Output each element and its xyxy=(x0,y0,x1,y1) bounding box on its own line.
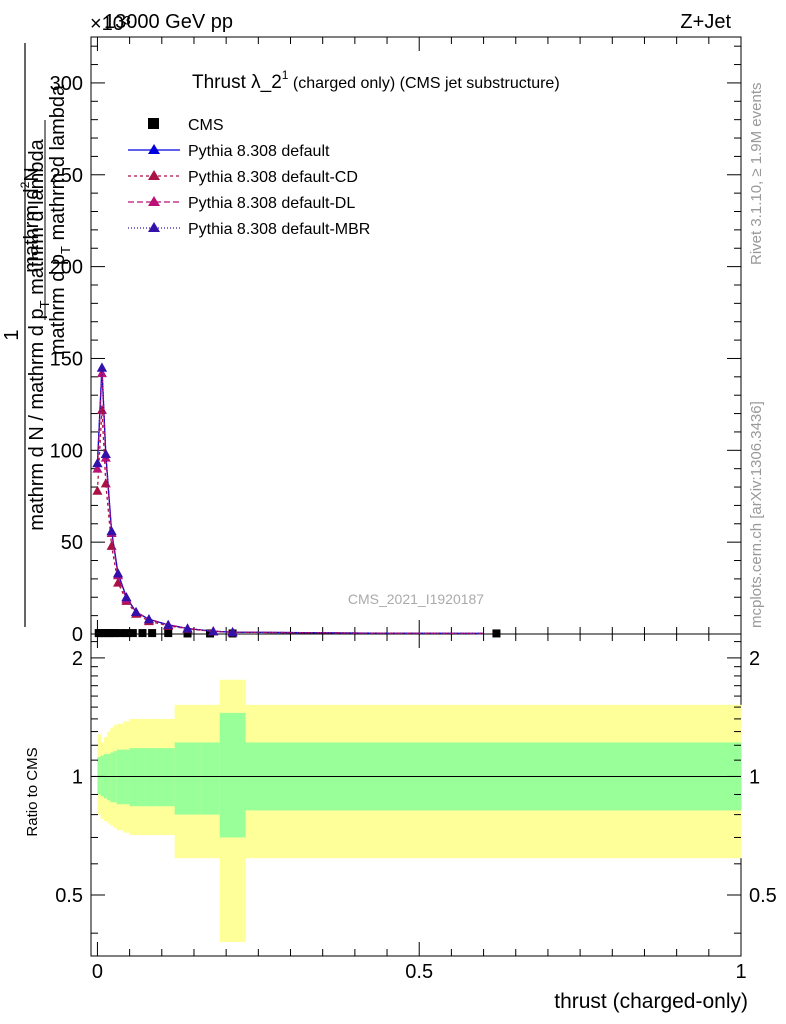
rivet-label: Rivet 3.1.10, ≥ 1.9M events xyxy=(748,83,765,266)
y-tick-label: 0 xyxy=(72,624,83,646)
x-axis: 0 0.5 1 xyxy=(92,37,747,983)
ratio-band-inner xyxy=(97,757,102,795)
ratio-tick-label-left: 1 xyxy=(72,766,83,788)
ratio-bands xyxy=(97,679,742,942)
cms-data-point xyxy=(183,629,192,638)
energy-label: 13000 GeV pp xyxy=(104,11,233,33)
ratio-band-inner xyxy=(155,748,176,807)
series-marker-4 xyxy=(208,626,219,636)
series-marker-4 xyxy=(143,614,154,624)
legend-marker xyxy=(148,196,160,206)
legend: CMS Pythia 8.308 default Pythia 8.308 defa… xyxy=(128,117,370,238)
ratio-band-inner xyxy=(129,748,137,807)
y-tick-label: 50 xyxy=(61,532,83,554)
ratio-band-inner xyxy=(145,748,156,807)
process-label: Z+Jet xyxy=(680,11,731,33)
ylabel-numerator-one: 1 xyxy=(1,329,23,340)
ylabel-denominator: mathrm d N / mathrm d pT mathrm d lambda xyxy=(26,138,52,530)
cms-data-point xyxy=(122,629,131,638)
x-axis-label: thrust (charged-only) xyxy=(554,990,748,1013)
main-y-axis-label-inner: mathrm d2N mathrm d pT mathrm d lambda xyxy=(18,84,73,355)
series-marker-2 xyxy=(92,485,103,495)
series-marker-4 xyxy=(182,623,193,633)
ratio-tick-label-right: 0.5 xyxy=(749,885,777,907)
series-marker-4 xyxy=(163,619,174,629)
ratio-tick-label-left: 0.5 xyxy=(55,885,83,907)
legend-label: Pythia 8.308 default-CD xyxy=(188,169,358,186)
series-marker-4 xyxy=(100,448,111,458)
ylabel-inner-denominator: mathrm d pT mathrm d lambda xyxy=(47,84,73,355)
x-tick-label: 0 xyxy=(92,961,103,983)
main-y-axis: 0 50 100 150 200 250 300 xyxy=(50,45,741,646)
legend-label: CMS xyxy=(188,117,224,134)
cms-data-point xyxy=(115,629,124,638)
series-line-4 xyxy=(96,367,484,635)
ratio-y-axis: 0.5 0.5 1 1 2 2 xyxy=(55,641,777,934)
legend-marker xyxy=(148,144,160,154)
y-tick-label: 100 xyxy=(50,440,83,462)
series-marker-4 xyxy=(131,606,142,616)
series-marker-2 xyxy=(106,540,117,550)
ratio-tick-label-right: 2 xyxy=(749,648,760,670)
legend-label: Pythia 8.308 default-DL xyxy=(188,195,355,212)
legend-marker xyxy=(148,170,160,180)
series-marker-3 xyxy=(92,463,103,473)
y-tick-label: 300 xyxy=(50,73,83,95)
mcplots-label: mcplots.cern.ch [arXiv:1306.3436] xyxy=(748,401,765,628)
legend-label: Pythia 8.308 default-MBR xyxy=(188,221,370,238)
legend-marker-cms xyxy=(148,118,159,129)
ratio-band-inner xyxy=(110,752,115,803)
ratio-band-inner xyxy=(174,742,201,815)
y-tick-label: 200 xyxy=(50,257,83,279)
legend-marker xyxy=(148,222,160,232)
ratio-band-inner xyxy=(200,742,221,815)
y-tick-label: 150 xyxy=(50,348,83,370)
series-marker-2 xyxy=(100,478,111,488)
ratio-band-inner xyxy=(107,754,111,801)
cms-data-point xyxy=(492,629,501,638)
series-marker-4 xyxy=(227,627,238,637)
analysis-watermark: CMS_2021_I1920187 xyxy=(348,591,484,607)
series-line-2 xyxy=(96,409,484,635)
exponent-label: ×10³ xyxy=(90,13,131,35)
ratio-tick-label-right: 1 xyxy=(749,766,760,788)
series-layer xyxy=(92,362,501,638)
ratio-y-axis-label: Ratio to CMS xyxy=(24,747,41,836)
ylabel-inner-numerator: mathrm d2N xyxy=(18,167,43,273)
chart-title: Thrust λ_21 (charged only) (CMS jet subs… xyxy=(192,68,560,93)
cms-data-point xyxy=(148,629,157,638)
series-marker-4 xyxy=(92,458,103,468)
cms-data-point xyxy=(138,629,147,638)
series-marker-2 xyxy=(96,404,107,414)
cms-data-point xyxy=(164,629,173,638)
main-y-axis-label: 1 mathrm d N / mathrm d pT mathrm d lamb… xyxy=(1,43,52,627)
x-tick-label: 1 xyxy=(735,961,746,983)
cms-data-point xyxy=(110,629,119,638)
ratio-tick-label-left: 2 xyxy=(72,648,83,670)
ratio-band-inner xyxy=(219,712,246,838)
series-marker-4 xyxy=(96,362,107,372)
x-tick-label: 0.5 xyxy=(405,961,433,983)
series-marker-4 xyxy=(106,526,117,536)
series-marker-4 xyxy=(121,592,132,602)
cms-data-point xyxy=(128,629,137,638)
ratio-band-inner xyxy=(136,748,147,807)
series-marker-4 xyxy=(113,568,124,578)
legend-label: Pythia 8.308 default xyxy=(188,143,330,160)
y-tick-label: 250 xyxy=(50,165,83,187)
